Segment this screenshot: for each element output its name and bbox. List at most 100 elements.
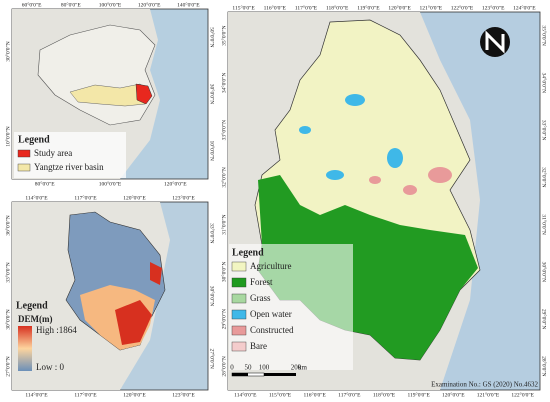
lon-label: 140°0'0"E: [177, 1, 200, 8]
lon-label: 120°0'0"E: [388, 4, 411, 11]
legend-label: Agriculture: [250, 261, 291, 271]
lon-label: 119°0'0"E: [357, 4, 380, 11]
lon-label: 120°0'0"E: [138, 1, 161, 8]
lon-label: 80°0'0"E: [35, 180, 55, 187]
dem-map: Legend DEM(m) High :1864 Low : 0: [11, 201, 209, 391]
lat-label: 29°0'0"N: [541, 309, 548, 329]
lat-label: 32°0'0"N: [220, 167, 227, 187]
lon-label: 117°0'0"E: [74, 194, 97, 201]
legend-label: Constructed: [250, 325, 294, 335]
legend-label: Forest: [250, 277, 273, 287]
lat-label: 34°0'0"N: [220, 73, 227, 93]
scale-label: 200: [291, 364, 302, 372]
lat-label: 28°0'0"N: [541, 356, 548, 376]
legend-label: DEM(m): [18, 314, 53, 324]
lat-label: 33°0'0"N: [4, 262, 11, 282]
north-arrow-n: [485, 30, 505, 54]
legend-swatch: [231, 261, 247, 272]
lon-label: 115°0'0"E: [269, 391, 292, 398]
urban: [403, 185, 417, 195]
lat-label: 50°0'0"N: [209, 27, 216, 47]
scale-label: 100: [259, 364, 270, 372]
lake: [326, 170, 344, 180]
legend-items: Agriculture Forest Grass Open water Construc…: [231, 261, 294, 352]
legend-label: Study area: [34, 148, 72, 158]
lon-label: 117°0'0"E: [338, 391, 361, 398]
urban: [428, 167, 452, 183]
note: Examination No.: GS (2020) No.4632: [431, 381, 538, 389]
legend-label: Open water: [250, 309, 292, 319]
lon-label: 124°0'0"E: [513, 4, 536, 11]
scale-label: 0: [230, 364, 234, 372]
lon-label: 121°0'0"E: [477, 391, 500, 398]
scale-label: 50: [245, 364, 253, 372]
lat-label: 30°0'0"N: [209, 286, 216, 306]
lat-label: 28°0'0"N: [220, 356, 227, 376]
scale-segment: [264, 373, 296, 376]
lat-label: 27°0'0"N: [4, 356, 11, 376]
legend-swatch: [231, 309, 247, 320]
peak-terrain: [115, 300, 152, 345]
lake: [345, 94, 365, 106]
lat-label: 33°0'0"N: [220, 120, 227, 140]
study-area: [135, 83, 153, 105]
lat-label: 30°0'0"N: [209, 84, 216, 104]
location-map: Legend Study area Yangtze river basin: [11, 8, 209, 180]
lon-label: 114°0'0"E: [234, 391, 257, 398]
legend-gradient: [18, 326, 32, 371]
coordinate-labels: 60°0'0"E 80°0'0"E 100°0'0"E 120°0'0"E 140°0'…: [4, 1, 547, 398]
scale-label: km: [298, 364, 308, 372]
lon-label: 117°0'0"E: [295, 4, 318, 11]
lat-label: 31°0'0"N: [220, 214, 227, 234]
lon-label: 60°0'0"E: [22, 1, 42, 8]
lat-label: 30°0'0"N: [4, 41, 11, 61]
lat-label: 30°0'0"N: [541, 262, 548, 282]
lat-label: 27°0'0"N: [209, 348, 216, 368]
legend-swatch: [231, 325, 247, 336]
landuse-map: Legend Agriculture Forest Grass Open water C…: [227, 11, 541, 391]
lon-label: 121°0'0"E: [420, 4, 443, 11]
legend-high: High :1864: [36, 325, 77, 335]
lat-label: 33°0'0"N: [209, 223, 216, 243]
legend-title: Legend: [232, 247, 264, 258]
legend-swatch: [17, 149, 31, 158]
legend-swatch: [231, 293, 247, 304]
lake: [299, 126, 311, 134]
lon-label: 122°0'0"E: [451, 4, 474, 11]
scale-segment: [232, 373, 248, 376]
legend-label: Grass: [250, 293, 271, 303]
lat-label: 30°0'0"N: [220, 262, 227, 282]
lon-label: 100°0'0"E: [99, 180, 122, 187]
lat-label: 34°0'0"N: [541, 73, 548, 93]
lon-label: 116°0'0"E: [264, 4, 287, 11]
lat-label: 30°0'0"N: [4, 309, 11, 329]
legend-low: Low : 0: [36, 362, 64, 372]
lat-label: 36°0'0"N: [4, 215, 11, 235]
lon-label: 115°0'0"E: [232, 4, 255, 11]
lon-label: 118°0'0"E: [373, 391, 396, 398]
urban: [369, 176, 381, 184]
lon-label: 100°0'0"E: [99, 1, 122, 8]
lon-label: 120°0'0"E: [164, 180, 187, 187]
legend-box: [229, 244, 353, 370]
legend-swatch: [231, 341, 247, 352]
lon-label: 118°0'0"E: [326, 4, 349, 11]
peak-terrain: [150, 262, 162, 285]
lat-label: 10°0'0"N: [4, 126, 11, 146]
lat-label: 32°0'0"N: [541, 167, 548, 187]
lat-label: 10°0'0"N: [209, 140, 216, 160]
lon-label: 123°0'0"E: [482, 4, 505, 11]
legend-label: Yangtze river basin: [34, 162, 104, 172]
lon-label: 120°0'0"E: [123, 391, 146, 398]
lat-label: 29°0'0"N: [220, 309, 227, 329]
legend-box: [14, 132, 126, 178]
lon-label: 123°0'0"E: [172, 194, 195, 201]
legend-swatch: [231, 277, 247, 288]
legend-label: Bare: [250, 341, 267, 351]
lake: [387, 148, 403, 168]
lon-label: 119°0'0"E: [407, 391, 430, 398]
legend-swatch: [17, 163, 31, 172]
lat-label: 33°0'0"N: [541, 120, 548, 140]
